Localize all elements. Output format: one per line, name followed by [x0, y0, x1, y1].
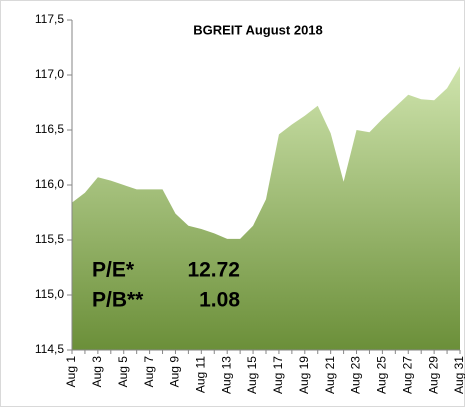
y-tick-label: 115,0: [35, 287, 64, 301]
x-tick-label: Aug 17: [271, 356, 285, 394]
y-tick-label: 117,0: [35, 67, 64, 81]
x-tick-label: Aug 29: [426, 356, 440, 394]
area: [72, 66, 460, 350]
x-tick-label: Aug 19: [297, 356, 311, 394]
y-tick-label: 117,5: [35, 12, 64, 26]
x-tick-label: Aug 21: [323, 356, 337, 394]
y-tick-label: 116,5: [35, 122, 64, 136]
annotation: P/B**: [92, 289, 144, 312]
y-tick-label: 116,0: [35, 177, 64, 191]
x-tick-label: Aug 3: [90, 356, 104, 388]
x-tick-label: Aug 11: [194, 356, 208, 393]
x-tick-label: Aug 15: [245, 356, 259, 394]
x-tick-label: Aug 23: [349, 356, 363, 394]
x-tick-label: Aug 7: [142, 356, 156, 388]
annotation: 1.08: [199, 289, 240, 312]
x-tick-label: Aug 25: [375, 356, 389, 394]
x-tick-label: Aug 9: [168, 356, 182, 388]
chart-title: BGREIT August 2018: [193, 22, 323, 37]
annotation: P/E*: [92, 259, 135, 282]
y-tick-label: 114,5: [35, 342, 64, 356]
x-tick-label: Aug 13: [219, 356, 233, 394]
y-tick-label: 115,5: [35, 232, 64, 246]
annotation: 12.72: [187, 259, 240, 282]
x-tick-label: Aug 1: [64, 356, 78, 388]
x-tick-label: Aug 27: [400, 356, 414, 394]
x-tick-label: Aug 31: [452, 356, 465, 394]
x-tick-label: Aug 5: [116, 356, 130, 388]
